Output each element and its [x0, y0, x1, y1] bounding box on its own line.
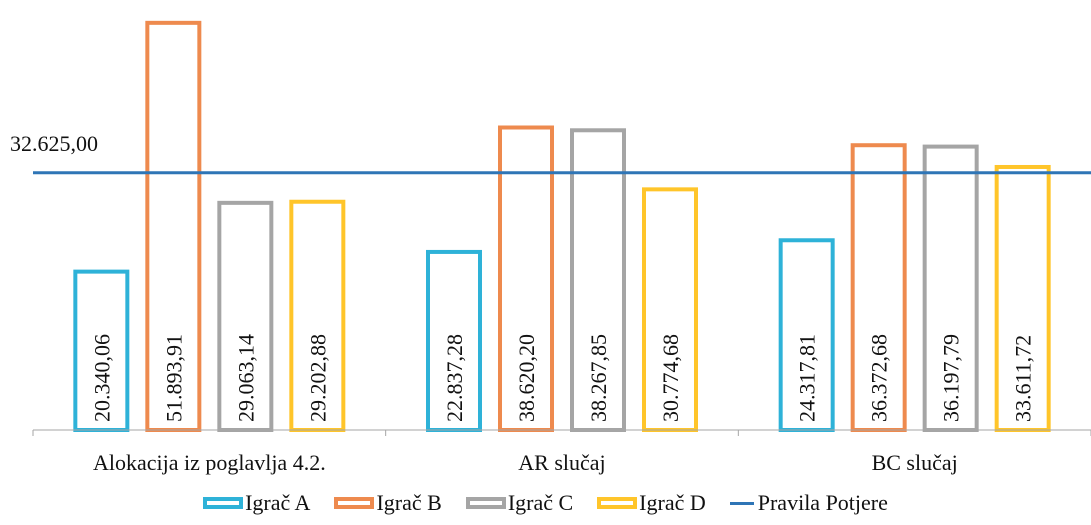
legend-swatch-igrac-d: [597, 497, 638, 509]
legend-swatch-pravila-potjere: [729, 501, 754, 505]
legend-item-igrac-a: Igrač A: [203, 490, 310, 516]
legend-item-pravila-potjere: Pravila Potjere: [729, 490, 888, 516]
data-label-igra-c-1: 38.267,85: [586, 334, 611, 422]
category-label-1: AR slučaj: [518, 450, 605, 475]
legend-label-igrac-d: Igrač D: [639, 490, 706, 515]
legend: Igrač A Igrač B Igrač C Igrač D Pravila …: [0, 488, 1091, 518]
data-label-igra-c-2: 36.197,79: [939, 334, 964, 422]
data-label-igra-a-2: 24.317,81: [795, 334, 820, 422]
data-label-igra-a-0: 20.340,06: [89, 334, 114, 422]
data-label-igra-b-1: 38.620,20: [514, 334, 539, 422]
category-labels: Alokacija iz poglavlja 4.2. AR slučaj BC s…: [93, 450, 958, 475]
data-label-igra-d-0: 29.202,88: [305, 334, 330, 422]
legend-swatch-igrac-b: [334, 497, 375, 509]
legend-swatch-igrac-a: [203, 497, 244, 509]
reference-line-label: 32.625,00: [10, 131, 98, 156]
category-label-2: BC slučaj: [872, 450, 958, 475]
legend-item-igrac-d: Igrač D: [597, 490, 706, 516]
bar-igra-d-0: [289, 199, 346, 432]
data-label-igra-d-1: 30.774,68: [658, 334, 683, 422]
data-label-igra-d-2: 33.611,72: [1011, 335, 1036, 422]
bar-igra-b-2: [850, 143, 907, 433]
data-label-igra-a-1: 22.837,28: [442, 334, 467, 422]
legend-label-igrac-c: Igrač C: [507, 490, 574, 515]
legend-label-pravila-potjere: Pravila Potjere: [757, 490, 888, 515]
x-axis-ticks: [32, 430, 1091, 436]
legend-item-igrac-b: Igrač B: [334, 490, 442, 516]
legend-label-igrac-b: Igrač B: [376, 490, 442, 515]
legend-item-igrac-c: Igrač C: [465, 490, 574, 516]
bar-igra-d-2: [994, 164, 1051, 432]
bars-layer: 20.340,06 51.893,91 29.063,14 29.202,88 22.8…: [73, 20, 1051, 433]
chart-svg: 20.340,06 51.893,91 29.063,14 29.202,88 22.8…: [10, 20, 1091, 475]
bar-igra-b-1: [498, 125, 554, 433]
bar-igra-c-2: [922, 144, 979, 432]
data-label-igra-b-2: 36.372,68: [867, 334, 892, 422]
data-label-igra-b-0: 51.893,91: [161, 334, 186, 422]
category-label-0: Alokacija iz poglavlja 4.2.: [93, 450, 326, 475]
legend-label-igrac-a: Igrač A: [245, 490, 311, 515]
legend-swatch-igrac-c: [465, 497, 506, 509]
bar-igra-d-1: [642, 187, 698, 432]
data-label-igra-c-0: 29.063,14: [233, 334, 258, 422]
